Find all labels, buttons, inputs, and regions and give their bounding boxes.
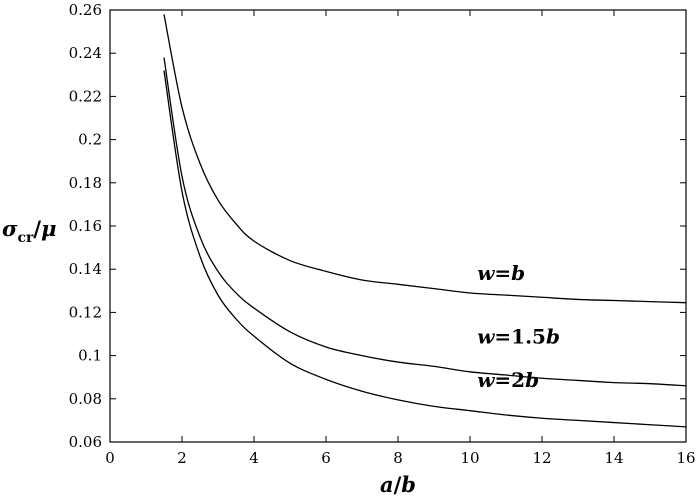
x-tick-label: 4 (249, 449, 259, 467)
x-tick-label: 16 (676, 449, 695, 467)
tick-labels: 0 2 4 6 8 10 12 14 16 0.06 0.08 0.1 0.12 0.14 0.16 0.18… (69, 1, 696, 467)
y-axis-title: σcr/μ (2, 216, 56, 246)
series-line-1 (163, 14, 687, 304)
curve-labels: w=b w=1.5b w=2b (477, 261, 560, 392)
y-tick-label: 0.08 (69, 390, 102, 408)
x-tick-label: 14 (604, 449, 623, 467)
y-tick-label: 0.22 (69, 87, 102, 105)
x-axis-title: a/b (380, 472, 416, 497)
x-tick-label: 2 (177, 449, 187, 467)
series-line-2 (163, 57, 687, 387)
y-tick-label: 0.06 (69, 433, 102, 451)
x-tick-label: 10 (460, 449, 479, 467)
ticks (109, 9, 687, 443)
x-tick-label: 8 (393, 449, 403, 467)
series-label-1: w=b (477, 261, 525, 285)
y-tick-label: 0.12 (69, 303, 102, 321)
series-label-3: w=2b (477, 368, 539, 392)
series-label-2: w=1.5b (477, 325, 560, 349)
y-tick-label: 0.24 (69, 44, 102, 62)
y-tick-label: 0.2 (78, 131, 102, 149)
x-tick-label: 6 (321, 449, 331, 467)
series-line-3 (163, 70, 687, 428)
x-tick-label: 0 (105, 449, 115, 467)
y-tick-label: 0.16 (69, 217, 102, 235)
curves (163, 14, 687, 428)
y-tick-label: 0.14 (69, 260, 102, 278)
y-tick-label: 0.1 (78, 347, 102, 365)
y-tick-label: 0.26 (69, 1, 102, 19)
y-tick-label: 0.18 (69, 174, 102, 192)
x-tick-label: 12 (532, 449, 551, 467)
